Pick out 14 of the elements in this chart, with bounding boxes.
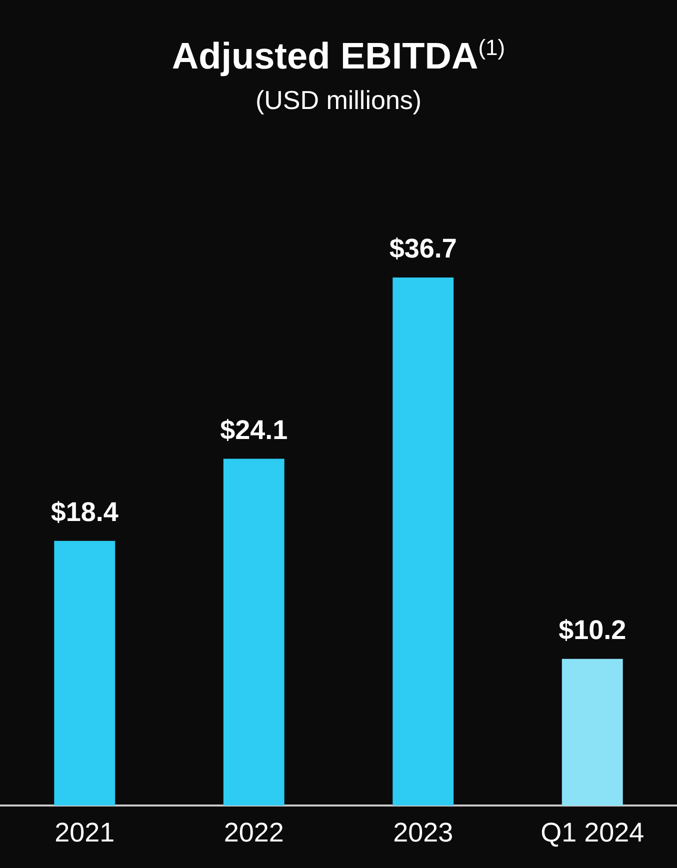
data-label: $18.4 [50,496,118,527]
chart-title: Adjusted EBITDA$^{(1)}$ [170,34,506,78]
data-label: $24.1 [220,414,288,445]
data-label: $10.2 [558,614,626,645]
x-tick-label: 2022 [224,817,284,848]
bar [562,658,623,806]
bar [54,540,116,806]
x-tick-label: Q1 2024 [540,817,644,848]
chart-subtitle: (USD millions) [254,84,423,116]
bar [392,277,454,806]
x-tick-label: 2021 [54,817,115,848]
bar [223,458,284,806]
data-label: $36.7 [389,233,457,264]
x-tick-label: 2023 [393,817,454,848]
